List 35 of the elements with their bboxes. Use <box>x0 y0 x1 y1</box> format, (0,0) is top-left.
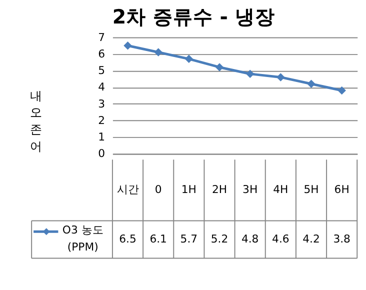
point <box>154 48 162 56</box>
point <box>124 41 132 50</box>
x-tick-label: 2H <box>212 183 228 196</box>
y-axis-title: 내오존어 <box>30 88 42 154</box>
x-tick-label: 5H <box>304 183 319 196</box>
x-tick-label: 3H <box>242 183 258 196</box>
point <box>215 63 224 72</box>
y-tick-label: 5 <box>98 64 106 78</box>
data-label: 6.5 <box>119 232 136 246</box>
point <box>276 73 285 82</box>
data-label: 4.6 <box>272 232 290 246</box>
data-label: 4.8 <box>241 232 259 246</box>
x-tick-label: 4H <box>273 183 288 196</box>
point <box>184 54 194 64</box>
data-label: 3.8 <box>333 232 351 246</box>
y-tick-label: 0 <box>98 147 106 160</box>
chart-title: 2차 증류수 - 냉장 <box>112 5 275 28</box>
x-tick-label: 1H <box>181 183 196 196</box>
y-tick-label: 2 <box>98 114 106 127</box>
data-label: 5.2 <box>210 232 228 246</box>
data-label: 6.1 <box>150 232 167 246</box>
y-tick-label: 4 <box>98 80 106 94</box>
data-label: 5.7 <box>180 232 198 246</box>
x-tick-label: 6H <box>334 183 350 196</box>
x-tick-label: 시간 <box>116 183 139 196</box>
point <box>307 80 316 88</box>
y-tick-label: 3 <box>98 97 106 110</box>
y-tick-label: 7 <box>98 30 106 44</box>
y-tick-label: 6 <box>98 47 106 60</box>
legend-label: O3 농도 (PPM) <box>62 224 104 254</box>
data-label: 4.2 <box>302 232 320 246</box>
x-tick-label: 0 <box>154 183 162 196</box>
y-tick-label: 1 <box>98 130 106 144</box>
point <box>246 70 254 78</box>
point <box>338 86 346 95</box>
